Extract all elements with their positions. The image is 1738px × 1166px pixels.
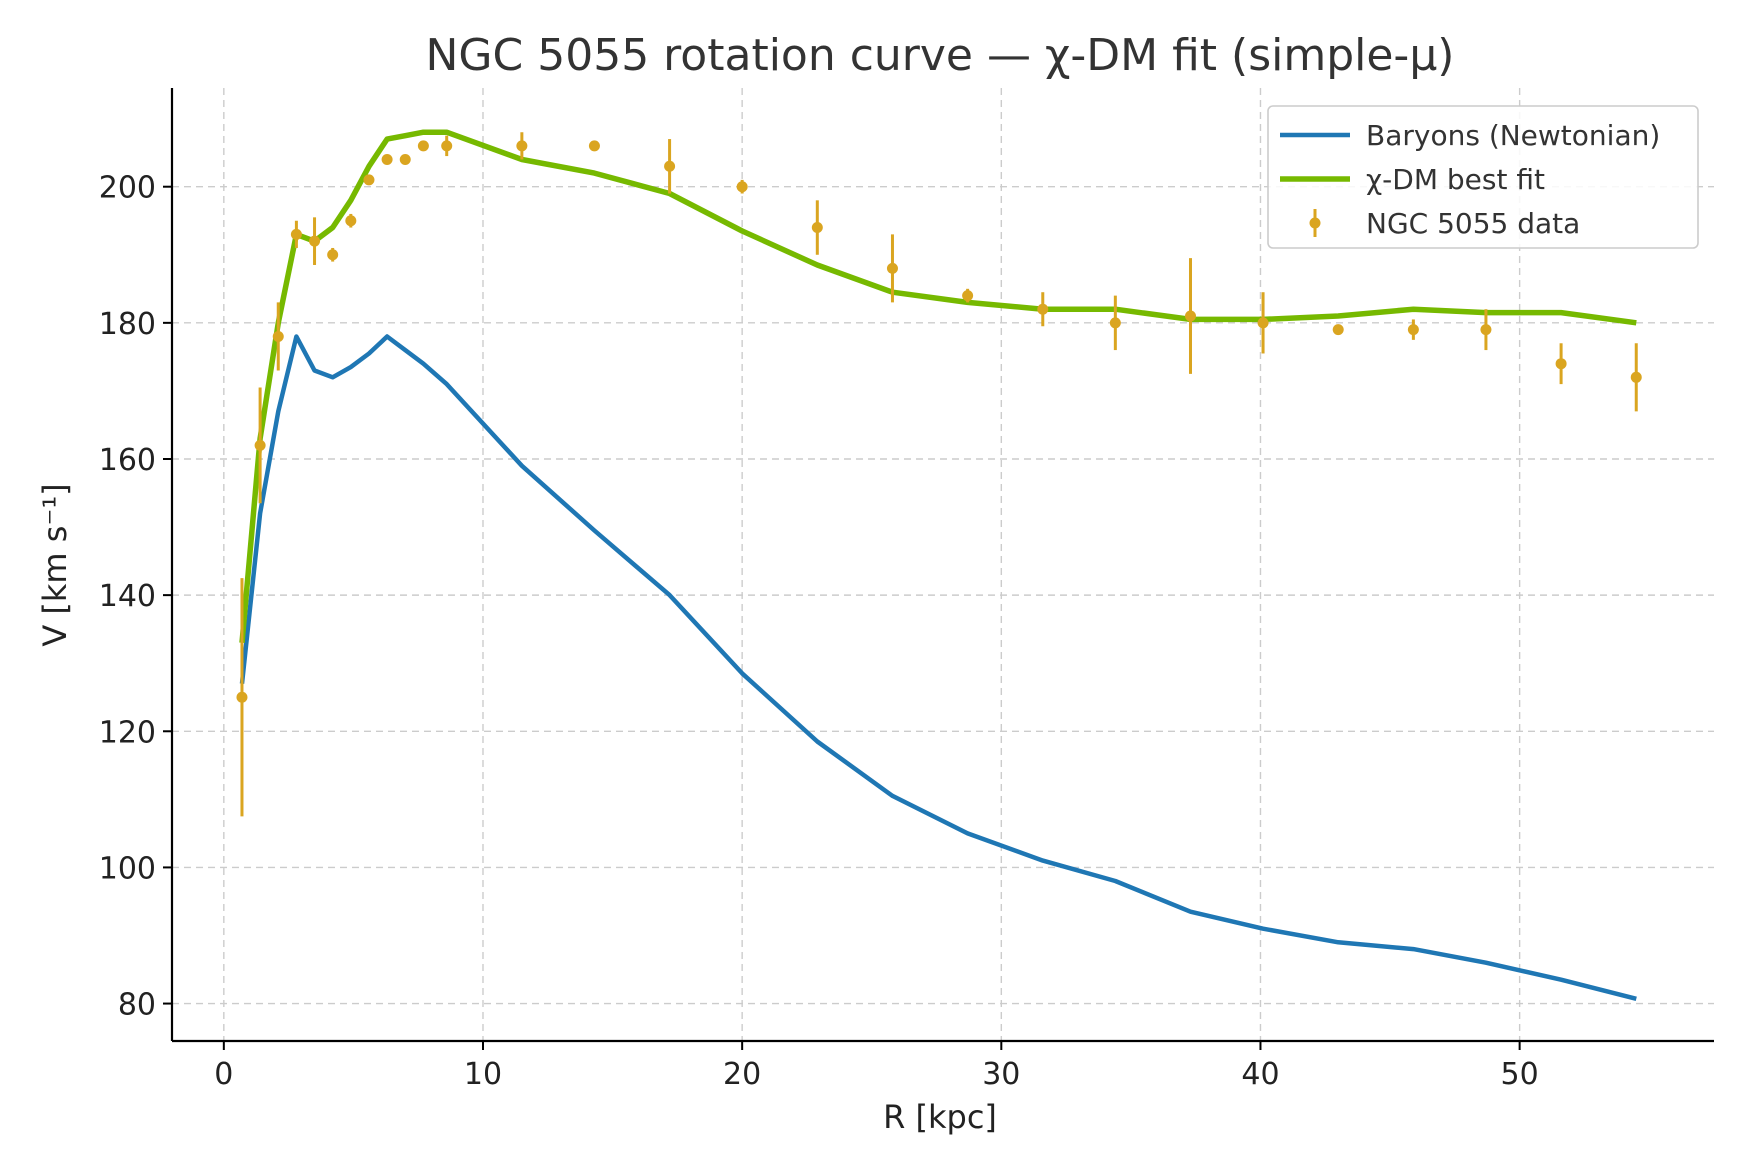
x-tick-label: 30	[982, 1057, 1020, 1092]
data-point	[811, 222, 823, 234]
data-point	[1332, 324, 1344, 336]
y-tick-label: 100	[99, 851, 156, 886]
data-point	[736, 181, 748, 193]
x-tick-label: 0	[214, 1057, 233, 1092]
x-tick-label: 10	[464, 1057, 502, 1092]
data-point	[664, 160, 676, 172]
y-tick-label: 140	[99, 579, 156, 614]
data-point	[1630, 371, 1642, 383]
data-point	[309, 235, 321, 247]
data-point	[441, 140, 453, 152]
data-point	[290, 228, 302, 240]
legend-label: NGC 5055 data	[1366, 207, 1580, 240]
data-point	[272, 330, 284, 342]
tick-labels: 0 10 20 30 40 50 80 100 120 140 160 180 200	[99, 171, 1539, 1092]
data-point	[417, 140, 429, 152]
data-point	[516, 140, 528, 152]
chart-title: NGC 5055 rotation curve — χ-DM fit (simp…	[426, 30, 1455, 81]
legend-item: χ-DM best fit	[1280, 163, 1545, 196]
data-point	[1555, 358, 1567, 370]
legend-item: Baryons (Newtonian)	[1280, 119, 1660, 152]
data-point	[381, 153, 393, 165]
y-tick-label: 120	[99, 715, 156, 750]
data-point	[588, 140, 600, 152]
legend-label: χ-DM best fit	[1366, 163, 1545, 196]
y-tick-label: 80	[118, 988, 156, 1023]
data-point	[1184, 310, 1196, 322]
data-point	[1407, 324, 1419, 336]
y-tick-label: 200	[99, 171, 156, 206]
legend-label: Baryons (Newtonian)	[1366, 119, 1660, 152]
y-axis-label: V [km s⁻¹]	[36, 483, 74, 646]
data-point	[254, 439, 266, 451]
data-point	[962, 290, 974, 302]
x-axis-label: R [kpc]	[883, 1098, 997, 1136]
series-1	[239, 129, 1637, 644]
data-point	[399, 153, 411, 165]
data-point	[1480, 324, 1492, 336]
baryons-line	[239, 334, 1637, 1001]
x-tick-label: 20	[723, 1057, 761, 1092]
legend-swatch-marker	[1309, 217, 1321, 229]
data-point	[1037, 303, 1049, 315]
chi-dm-fit-line	[239, 129, 1637, 644]
legend-item: NGC 5055 data	[1309, 207, 1580, 240]
y-tick-label: 180	[99, 307, 156, 342]
x-tick-label: 40	[1241, 1057, 1279, 1092]
data-point	[1257, 317, 1269, 329]
data-point	[363, 174, 375, 186]
data-point	[1109, 317, 1121, 329]
axes	[163, 88, 1714, 1050]
data-point	[345, 215, 357, 227]
data-point	[886, 262, 898, 274]
data-point	[236, 691, 248, 703]
data-point	[327, 249, 339, 261]
series-2	[236, 132, 1642, 817]
legend-frame	[1267, 105, 1699, 249]
plot-series	[236, 129, 1642, 1001]
x-tick-label: 50	[1501, 1057, 1539, 1092]
series-0	[239, 334, 1637, 1001]
y-tick-label: 160	[99, 443, 156, 478]
legend: Baryons (Newtonian) χ-DM best fit NGC 5055…	[1267, 105, 1699, 249]
